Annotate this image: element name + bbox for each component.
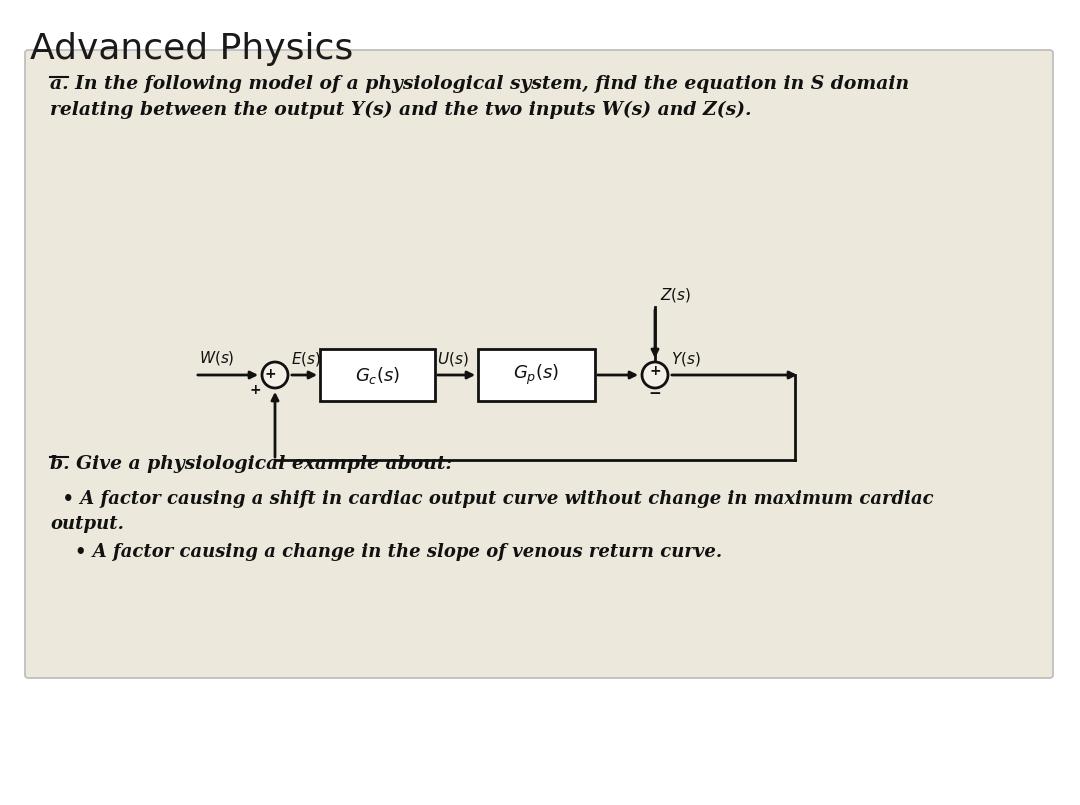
Circle shape bbox=[262, 362, 288, 388]
Text: b. Give a physiological example about:: b. Give a physiological example about: bbox=[50, 455, 453, 473]
Text: $U(s)$: $U(s)$ bbox=[437, 350, 469, 368]
Circle shape bbox=[642, 362, 669, 388]
Text: • A factor causing a shift in cardiac output curve without change in maximum car: • A factor causing a shift in cardiac ou… bbox=[50, 490, 933, 508]
Bar bbox=[320, 349, 435, 401]
Bar bbox=[478, 349, 595, 401]
Text: $G_p(s)$: $G_p(s)$ bbox=[513, 363, 559, 387]
Text: +: + bbox=[265, 367, 275, 381]
Text: $Z(s)$: $Z(s)$ bbox=[660, 286, 691, 304]
Text: a. In the following model of a physiological system, find the equation in S doma: a. In the following model of a physiolog… bbox=[50, 75, 909, 93]
Text: Advanced Physics: Advanced Physics bbox=[30, 32, 353, 66]
Text: +: + bbox=[649, 364, 661, 378]
FancyBboxPatch shape bbox=[25, 50, 1053, 678]
Text: • A factor causing a change in the slope of venous return curve.: • A factor causing a change in the slope… bbox=[50, 543, 723, 561]
Text: −: − bbox=[649, 386, 661, 402]
Text: output.: output. bbox=[50, 515, 124, 533]
Text: $Y(s)$: $Y(s)$ bbox=[671, 350, 701, 368]
Text: $G_c(s)$: $G_c(s)$ bbox=[355, 365, 400, 386]
Text: $W(s)$: $W(s)$ bbox=[199, 349, 234, 367]
Text: $E(s)$: $E(s)$ bbox=[291, 350, 321, 368]
Text: relating between the output Y(s) and the two inputs W(s) and Z(s).: relating between the output Y(s) and the… bbox=[50, 101, 752, 119]
Text: +: + bbox=[249, 383, 260, 397]
